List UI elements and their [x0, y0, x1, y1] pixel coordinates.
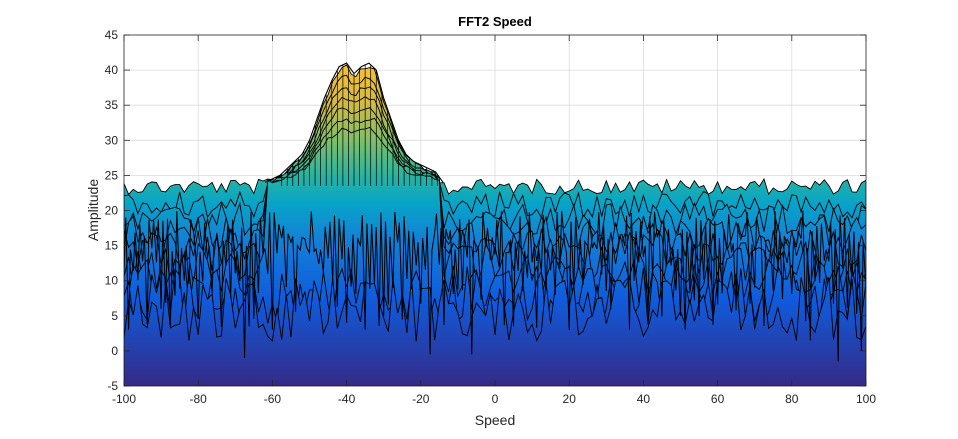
x-tick-label: -60 — [264, 392, 282, 406]
y-tick-label: 35 — [105, 98, 119, 112]
x-tick-label: 100 — [856, 392, 876, 406]
y-tick-label: 10 — [105, 274, 119, 288]
x-tick-label: -80 — [190, 392, 208, 406]
y-tick-label: 0 — [111, 344, 118, 358]
y-tick-label: 30 — [105, 133, 119, 147]
y-tick-label: 25 — [105, 168, 119, 182]
x-tick-label: 40 — [637, 392, 651, 406]
y-tick-label: 5 — [111, 309, 118, 323]
peak-outline — [264, 62, 444, 183]
y-tick-label: -5 — [107, 379, 118, 393]
y-tick-label: 45 — [105, 28, 119, 42]
x-tick-label: -40 — [338, 392, 356, 406]
chart-title: FFT2 Speed — [458, 14, 532, 29]
ticks: -100 -80 -60 -40 -20 0 20 40 60 80 100 -5 0 5 10 15 20 25… — [105, 28, 877, 406]
surface-front-spikes — [124, 210, 866, 362]
y-tick-label: 40 — [105, 63, 119, 77]
y-tick-label: 20 — [105, 204, 119, 218]
x-tick-label: 60 — [711, 392, 725, 406]
peak-mesh — [264, 62, 444, 186]
x-tick-label: -100 — [112, 392, 136, 406]
x-tick-label: 80 — [785, 392, 799, 406]
x-tick-label: 0 — [492, 392, 499, 406]
surface — [124, 62, 866, 386]
y-axis-label: Amplitude — [85, 179, 101, 241]
x-tick-label: 20 — [563, 392, 577, 406]
y-tick-label: 15 — [105, 239, 119, 253]
x-axis-label: Speed — [475, 412, 515, 428]
x-tick-label: -20 — [412, 392, 430, 406]
